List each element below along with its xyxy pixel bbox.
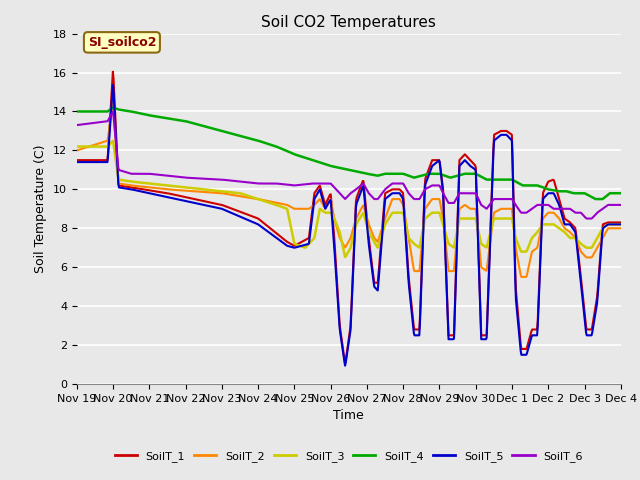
SoilT_1	[390, 186, 398, 192]
SoilT_6	[420, 188, 428, 194]
SoilT_5	[341, 363, 349, 369]
SoilT_6	[390, 180, 397, 186]
SoilT_5	[106, 122, 114, 128]
SoilT_6	[106, 114, 114, 120]
SoilT_5	[617, 221, 625, 227]
Line: SoilT_3: SoilT_3	[77, 141, 621, 257]
SoilT_5	[487, 223, 495, 228]
SoilT_2	[390, 196, 397, 202]
SoilT_1	[73, 157, 81, 163]
SoilT_3	[487, 228, 495, 234]
SoilT_2	[109, 100, 116, 106]
SoilT_1	[617, 219, 625, 225]
Line: SoilT_4: SoilT_4	[77, 108, 621, 199]
SoilT_4	[420, 172, 428, 178]
SoilT_3	[617, 221, 625, 227]
SoilT_4	[592, 196, 600, 202]
SoilT_5	[109, 82, 116, 88]
Line: SoilT_5: SoilT_5	[77, 85, 621, 366]
SoilT_6	[617, 202, 625, 208]
SoilT_1	[106, 115, 114, 120]
SoilT_1	[543, 182, 550, 188]
SoilT_4	[542, 186, 550, 192]
SoilT_1	[109, 69, 116, 74]
Line: SoilT_6: SoilT_6	[77, 112, 621, 218]
SoilT_5	[543, 192, 550, 198]
SoilT_1	[404, 270, 412, 276]
SoilT_6	[542, 202, 550, 208]
SoilT_4	[404, 172, 412, 178]
SoilT_2	[420, 216, 428, 222]
Line: SoilT_1: SoilT_1	[77, 72, 621, 364]
SoilT_5	[73, 159, 81, 165]
SoilT_1	[341, 361, 349, 367]
SoilT_6	[404, 189, 412, 194]
SoilT_4	[109, 105, 116, 110]
SoilT_4	[390, 171, 397, 177]
SoilT_4	[617, 191, 625, 196]
SoilT_3	[543, 221, 550, 227]
SoilT_3	[421, 217, 429, 223]
Text: SI_soilco2: SI_soilco2	[88, 36, 156, 49]
SoilT_3	[341, 254, 349, 260]
SoilT_3	[106, 141, 114, 147]
SoilT_2	[518, 274, 525, 280]
SoilT_4	[106, 107, 114, 112]
X-axis label: Time: Time	[333, 409, 364, 422]
Y-axis label: Soil Temperature (C): Soil Temperature (C)	[35, 144, 47, 273]
Title: Soil CO2 Temperatures: Soil CO2 Temperatures	[261, 15, 436, 30]
SoilT_2	[404, 229, 412, 235]
SoilT_4	[73, 108, 81, 114]
SoilT_3	[109, 138, 116, 144]
Line: SoilT_2: SoilT_2	[77, 103, 621, 277]
SoilT_5	[421, 189, 429, 195]
SoilT_3	[404, 234, 412, 240]
SoilT_3	[73, 144, 81, 149]
SoilT_5	[404, 276, 412, 282]
SoilT_2	[106, 120, 114, 125]
SoilT_6	[109, 109, 116, 115]
SoilT_6	[73, 122, 81, 128]
SoilT_3	[390, 210, 398, 216]
SoilT_5	[390, 191, 398, 196]
SoilT_4	[486, 177, 494, 182]
SoilT_2	[73, 147, 81, 153]
SoilT_1	[421, 183, 429, 189]
SoilT_2	[543, 212, 550, 217]
Legend: SoilT_1, SoilT_2, SoilT_3, SoilT_4, SoilT_5, SoilT_6: SoilT_1, SoilT_2, SoilT_3, SoilT_4, Soil…	[110, 446, 588, 466]
SoilT_2	[486, 240, 494, 246]
SoilT_6	[486, 201, 494, 207]
SoilT_6	[583, 216, 591, 221]
SoilT_1	[487, 218, 495, 224]
SoilT_2	[617, 226, 625, 231]
